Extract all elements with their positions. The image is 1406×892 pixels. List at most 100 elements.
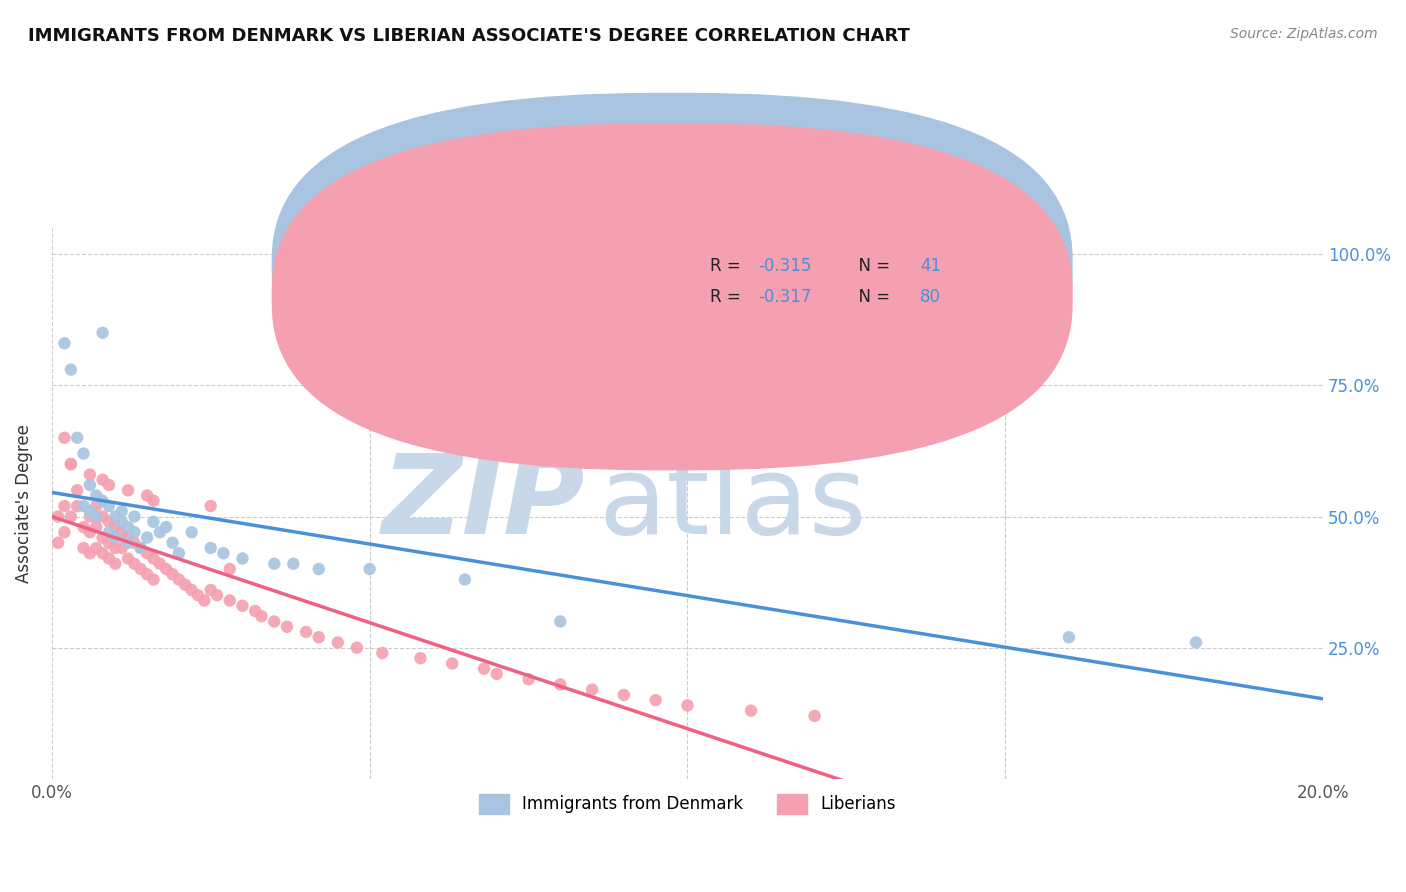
Point — [218, 562, 240, 576]
Point — [803, 709, 825, 723]
Point — [740, 704, 762, 718]
Text: -0.315: -0.315 — [759, 258, 813, 276]
Point — [111, 504, 134, 518]
Point — [149, 557, 172, 571]
Point — [84, 489, 107, 503]
Point — [472, 662, 495, 676]
Point — [97, 499, 120, 513]
Point — [53, 525, 76, 540]
Point — [53, 499, 76, 513]
Text: R =: R = — [710, 288, 747, 306]
Text: 41: 41 — [920, 258, 941, 276]
Point — [104, 557, 127, 571]
Point — [162, 567, 184, 582]
Point — [136, 546, 159, 560]
Point — [79, 525, 101, 540]
Point — [111, 541, 134, 555]
Point — [59, 509, 82, 524]
Point — [124, 509, 146, 524]
Point — [1057, 630, 1080, 644]
Text: IMMIGRANTS FROM DENMARK VS LIBERIAN ASSOCIATE'S DEGREE CORRELATION CHART: IMMIGRANTS FROM DENMARK VS LIBERIAN ASSO… — [28, 27, 910, 45]
Point — [129, 562, 152, 576]
Point — [91, 546, 114, 560]
Point — [371, 646, 394, 660]
Point — [180, 525, 202, 540]
Point — [97, 478, 120, 492]
Point — [155, 520, 177, 534]
Point — [676, 698, 699, 713]
Point — [72, 520, 94, 534]
Point — [91, 531, 114, 545]
Point — [142, 515, 165, 529]
Point — [124, 535, 146, 549]
Point — [1185, 635, 1208, 649]
Point — [66, 499, 89, 513]
Point — [250, 609, 273, 624]
Point — [72, 541, 94, 555]
Point — [59, 362, 82, 376]
Point — [295, 624, 318, 639]
Point — [276, 620, 298, 634]
Point — [104, 541, 127, 555]
Point — [124, 525, 146, 540]
Point — [84, 499, 107, 513]
Point — [104, 509, 127, 524]
Point — [84, 509, 107, 524]
Text: N =: N = — [848, 288, 896, 306]
Text: 80: 80 — [920, 288, 941, 306]
Point — [97, 515, 120, 529]
Point — [149, 525, 172, 540]
Point — [72, 499, 94, 513]
Point — [79, 546, 101, 560]
Point — [129, 541, 152, 555]
Point — [97, 525, 120, 540]
Y-axis label: Associate's Degree: Associate's Degree — [15, 424, 32, 582]
Point — [117, 535, 139, 549]
Point — [174, 578, 197, 592]
Point — [581, 682, 603, 697]
Point — [72, 446, 94, 460]
Point — [117, 520, 139, 534]
Point — [200, 582, 222, 597]
Point — [136, 489, 159, 503]
Point — [441, 657, 464, 671]
Point — [117, 531, 139, 545]
Point — [326, 635, 349, 649]
Point — [79, 467, 101, 482]
Point — [79, 478, 101, 492]
Point — [485, 667, 508, 681]
Text: atlas: atlas — [599, 450, 868, 557]
Point — [97, 535, 120, 549]
Point — [200, 499, 222, 513]
Point — [167, 546, 190, 560]
Point — [218, 593, 240, 607]
Point — [84, 541, 107, 555]
Point — [308, 562, 330, 576]
Point — [79, 504, 101, 518]
Point — [142, 573, 165, 587]
Point — [142, 493, 165, 508]
Point — [389, 420, 412, 434]
Point — [66, 483, 89, 498]
Point — [117, 483, 139, 498]
Point — [167, 573, 190, 587]
Point — [84, 520, 107, 534]
Point — [162, 535, 184, 549]
Point — [53, 336, 76, 351]
Point — [283, 557, 305, 571]
Point — [409, 651, 432, 665]
Text: R =: R = — [710, 258, 747, 276]
FancyBboxPatch shape — [271, 123, 1073, 470]
Point — [308, 630, 330, 644]
Point — [91, 326, 114, 340]
Point — [136, 531, 159, 545]
Point — [124, 557, 146, 571]
Point — [111, 515, 134, 529]
Point — [517, 672, 540, 686]
Point — [53, 431, 76, 445]
Point — [91, 493, 114, 508]
FancyBboxPatch shape — [617, 239, 993, 327]
Point — [263, 557, 285, 571]
Point — [111, 525, 134, 540]
Point — [454, 573, 477, 587]
